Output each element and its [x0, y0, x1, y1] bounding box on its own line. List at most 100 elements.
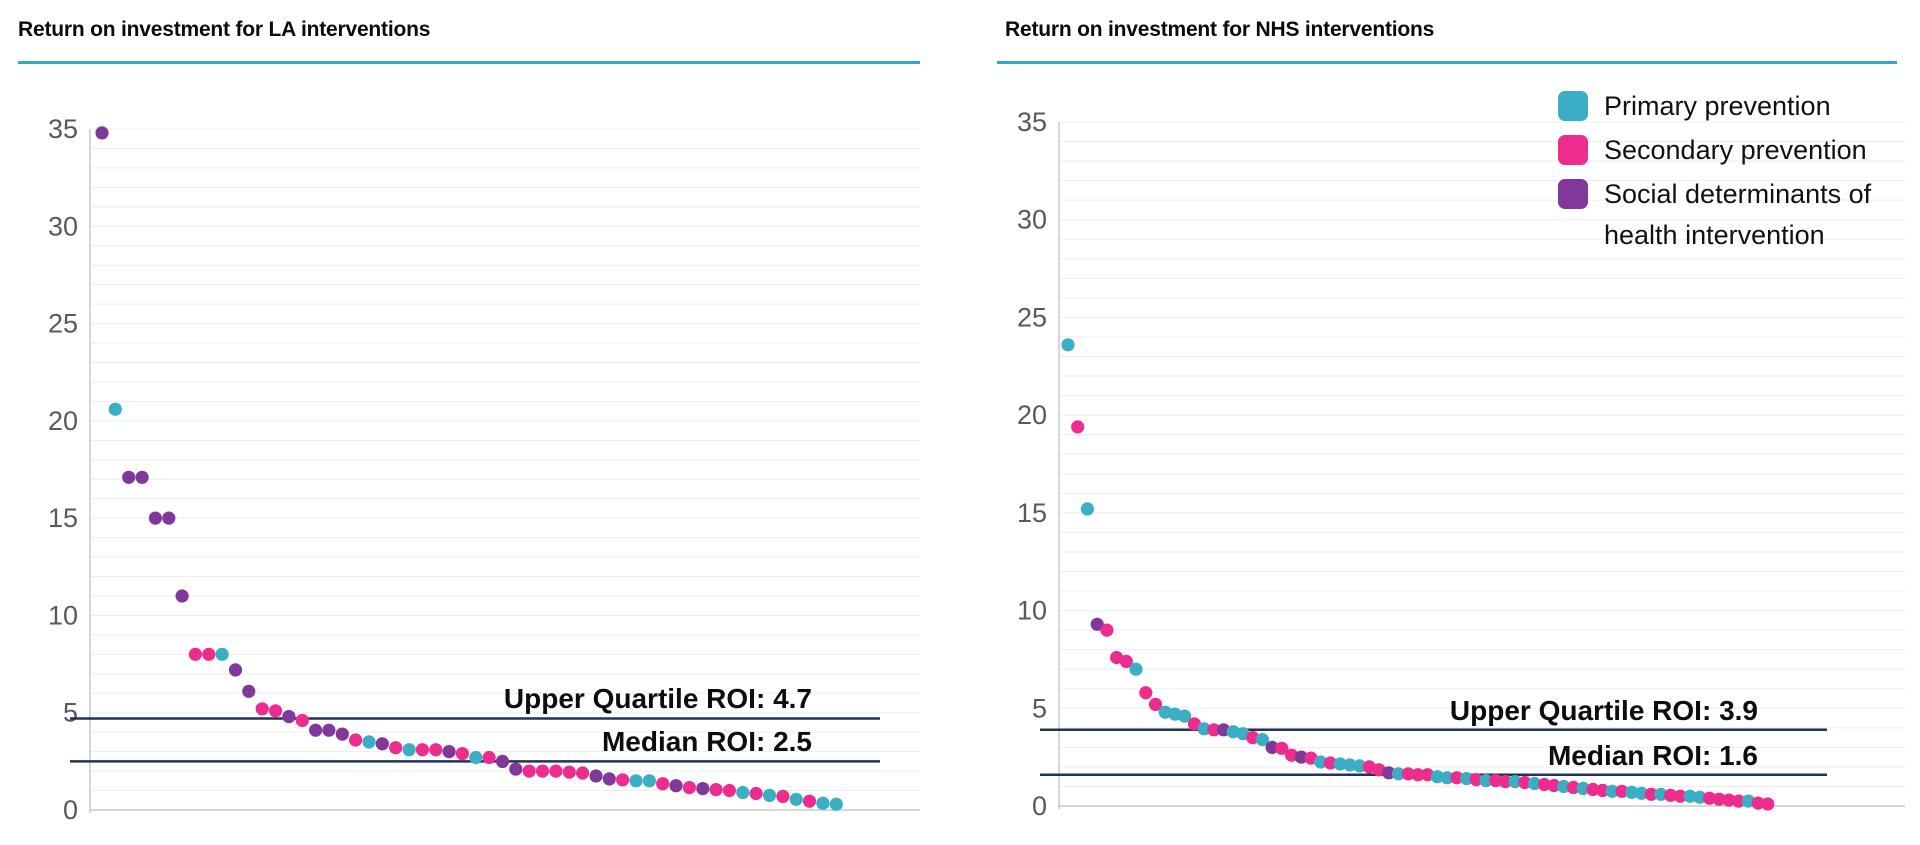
data-point — [722, 783, 737, 798]
data-point — [1314, 755, 1328, 769]
data-point — [1333, 757, 1347, 771]
y-tick-label: 10 — [48, 600, 78, 630]
data-point — [682, 781, 697, 795]
la-median-annotation: Median ROI: 2.5 — [601, 726, 812, 757]
legend-item-secondary: Secondary prevention — [1558, 130, 1894, 171]
data-point — [1654, 787, 1668, 801]
data-point — [1634, 786, 1649, 800]
data-point — [589, 769, 603, 783]
data-points — [95, 126, 843, 811]
data-point — [1178, 709, 1192, 723]
data-point — [1197, 722, 1211, 736]
data-point — [1391, 767, 1406, 781]
data-point — [1469, 773, 1483, 787]
data-point — [175, 589, 189, 603]
data-point — [1761, 797, 1775, 811]
data-point — [509, 762, 523, 776]
data-point — [1440, 771, 1454, 785]
y-tick-label: 5 — [63, 698, 78, 728]
data-point — [1401, 767, 1415, 781]
primary-prevention-swatch-icon — [1558, 91, 1588, 121]
data-point — [1596, 783, 1610, 798]
data-point — [1265, 740, 1279, 755]
data-point — [616, 773, 630, 787]
data-point — [1148, 697, 1163, 712]
data-point — [1323, 756, 1337, 770]
data-point — [1586, 782, 1600, 797]
data-point — [1673, 789, 1687, 803]
legend-label: Secondary prevention — [1604, 135, 1867, 165]
data-point — [469, 750, 483, 765]
data-point — [1566, 780, 1580, 795]
secondary-prevention-swatch-icon — [1558, 135, 1588, 165]
data-point — [669, 779, 683, 793]
y-tick-label: 35 — [1017, 107, 1047, 137]
gridlines — [1059, 121, 1905, 787]
data-point — [1139, 686, 1153, 700]
data-point — [295, 713, 309, 728]
data-point — [802, 794, 817, 808]
data-point — [282, 710, 296, 724]
data-point — [375, 737, 389, 751]
data-point — [1528, 776, 1542, 791]
data-point — [535, 764, 550, 778]
legend: Primary prevention Secondary prevention … — [1558, 86, 1894, 256]
data-point — [1644, 787, 1658, 801]
data-point — [362, 735, 376, 749]
data-point — [429, 743, 443, 757]
data-point — [415, 743, 429, 757]
data-point — [1450, 771, 1464, 785]
y-tick-label: 30 — [1017, 205, 1047, 235]
data-point — [335, 727, 349, 741]
la-chart-plot: 0 5 10 15 20 25 30 35 — [48, 114, 920, 825]
y-tick-label: 25 — [1017, 302, 1047, 332]
data-point — [1421, 768, 1435, 782]
data-point — [1343, 758, 1357, 772]
data-point — [228, 663, 243, 677]
data-point — [1712, 792, 1726, 806]
data-point — [1255, 733, 1269, 747]
y-axis-tick-labels: 0 5 10 15 20 25 30 35 — [48, 114, 78, 825]
y-tick-label: 25 — [48, 309, 78, 339]
data-point — [108, 402, 122, 416]
data-point — [549, 764, 563, 778]
data-point — [1664, 788, 1678, 802]
data-point — [1693, 790, 1707, 804]
data-point — [656, 777, 670, 791]
data-point — [1430, 770, 1444, 784]
nhs-chart-plot: 0 5 10 15 20 25 30 35 — [1017, 107, 1905, 821]
data-point — [455, 747, 469, 761]
data-point — [1518, 775, 1532, 790]
data-point — [1129, 662, 1143, 676]
y-tick-label: 10 — [1017, 596, 1047, 626]
data-point — [442, 745, 456, 759]
data-point — [242, 684, 256, 698]
data-point — [1207, 723, 1221, 737]
data-point — [1479, 774, 1493, 788]
data-point — [1489, 774, 1503, 788]
data-point — [495, 754, 510, 769]
data-point — [268, 704, 283, 718]
y-tick-label: 35 — [48, 114, 78, 144]
nhs-upper-quartile-annotation: Upper Quartile ROI: 3.9 — [1449, 695, 1758, 726]
data-point — [642, 774, 657, 788]
data-point — [162, 511, 176, 525]
legend-item-primary: Primary prevention — [1558, 86, 1894, 127]
legend-item-social: Social determinants of health interventi… — [1558, 174, 1894, 256]
data-point — [1576, 781, 1590, 796]
data-point — [255, 702, 269, 716]
data-point — [602, 772, 616, 786]
data-point — [1100, 623, 1114, 637]
data-point — [776, 789, 790, 804]
data-point — [749, 786, 763, 801]
data-point — [1226, 725, 1240, 739]
data-point — [202, 647, 216, 661]
data-point — [95, 126, 109, 140]
y-tick-label: 0 — [1032, 791, 1047, 821]
data-point — [1537, 777, 1551, 792]
data-point — [1275, 741, 1289, 755]
nhs-title-underline — [997, 61, 1897, 64]
data-point — [1090, 617, 1104, 631]
data-point — [349, 733, 363, 747]
data-point — [1119, 654, 1133, 669]
